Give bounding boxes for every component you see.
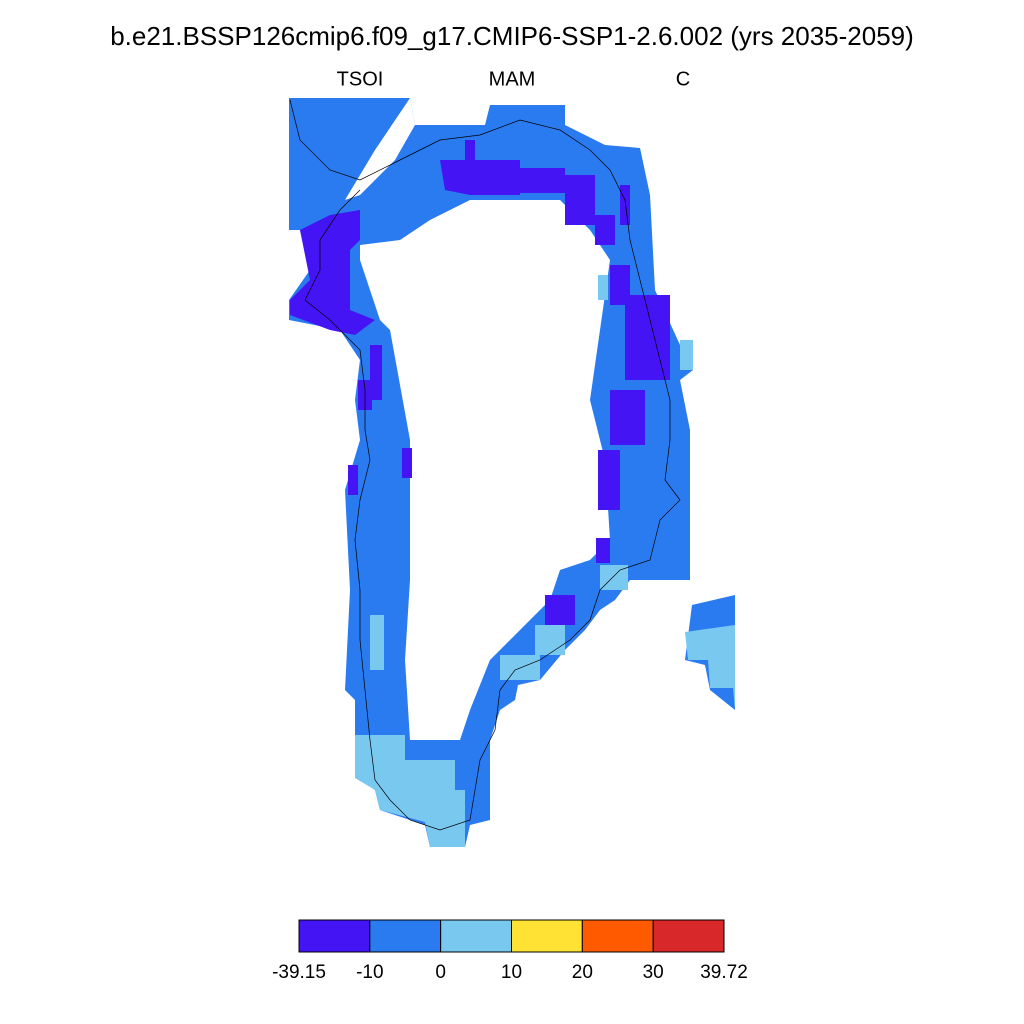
map-region bbox=[625, 295, 670, 380]
map-region bbox=[610, 390, 645, 445]
colorbar-box bbox=[440, 919, 512, 953]
map-region bbox=[565, 175, 595, 225]
ice-sheet bbox=[360, 200, 610, 740]
colorbar-label: -10 bbox=[356, 962, 383, 983]
colorbar: -39.15 -10 0 10 20 30 39.72 bbox=[272, 919, 748, 983]
colorbar-box bbox=[581, 919, 654, 953]
map-region bbox=[685, 625, 735, 710]
map-region bbox=[440, 160, 520, 195]
map-region bbox=[598, 275, 608, 300]
map-region bbox=[680, 340, 693, 370]
colorbar-label: -39.15 bbox=[272, 962, 326, 983]
map-region bbox=[465, 140, 475, 190]
map-region bbox=[370, 345, 382, 400]
map-region bbox=[290, 210, 375, 335]
map bbox=[289, 98, 735, 847]
units-label: C bbox=[676, 68, 690, 90]
map-region bbox=[545, 595, 575, 625]
map-region bbox=[520, 168, 565, 193]
colorbar-box bbox=[298, 919, 371, 953]
colorbar-label: 10 bbox=[501, 962, 522, 983]
colorbar-label: 30 bbox=[643, 962, 664, 983]
map-region bbox=[596, 538, 610, 563]
coastline bbox=[289, 99, 681, 831]
map-region bbox=[500, 655, 540, 680]
map-region bbox=[535, 625, 565, 655]
colorbar-box bbox=[652, 919, 725, 953]
colorbar-label: 39.72 bbox=[700, 962, 748, 983]
inlet bbox=[345, 98, 415, 200]
map-region bbox=[598, 450, 620, 510]
map-region bbox=[370, 615, 384, 670]
colorbar-box bbox=[511, 919, 583, 953]
season-label: MAM bbox=[489, 68, 536, 90]
map-region bbox=[348, 465, 358, 495]
variable-label: TSOI bbox=[337, 68, 384, 90]
colorbar-label: 20 bbox=[572, 962, 593, 983]
map-region bbox=[595, 215, 615, 245]
map-region bbox=[402, 448, 412, 478]
map-region bbox=[620, 185, 630, 225]
map-region bbox=[355, 735, 465, 847]
colorbar-label: 0 bbox=[435, 962, 446, 983]
title: b.e21.BSSP126cmip6.f09_g17.CMIP6-SSP1-2.… bbox=[110, 21, 914, 51]
colorbar-box bbox=[369, 919, 442, 953]
